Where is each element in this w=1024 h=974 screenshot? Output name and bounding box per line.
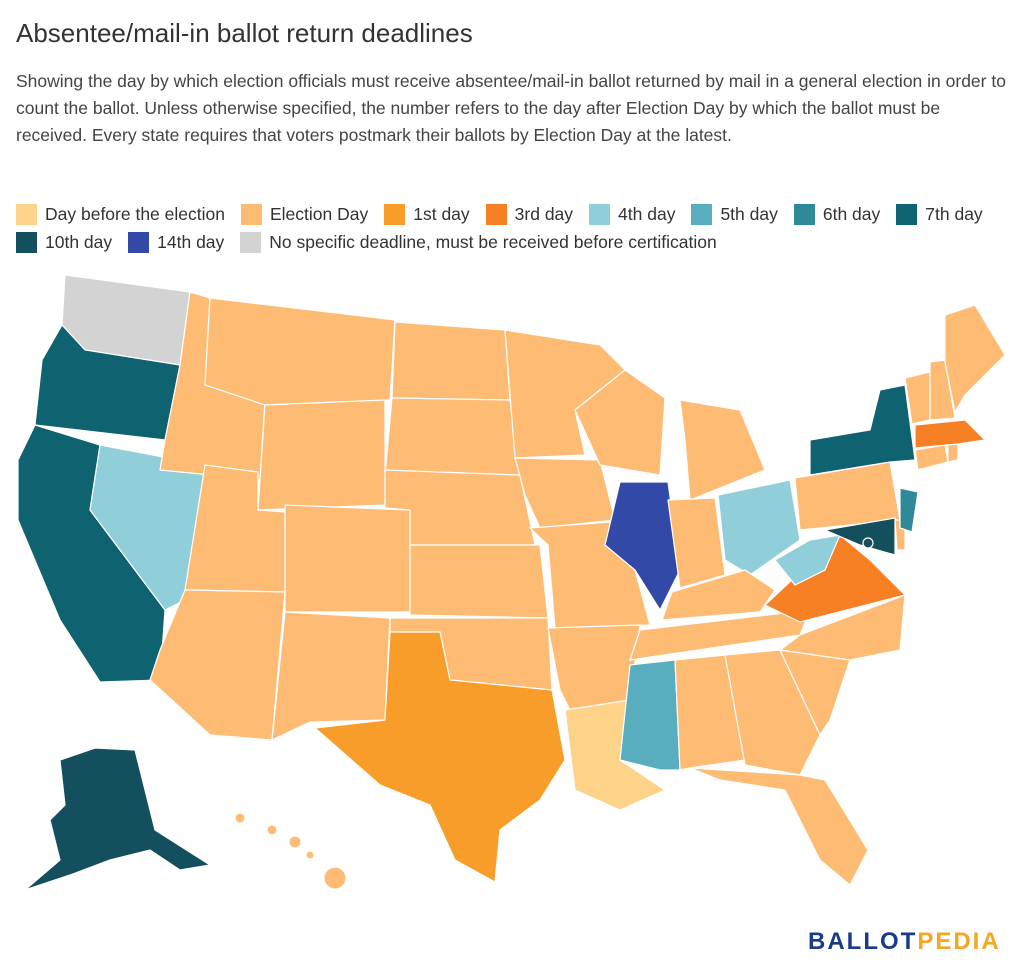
- legend-item-election-day: Election Day: [240, 200, 369, 228]
- legend-row: Day before the election Election Day 1st…: [16, 200, 1006, 256]
- state-ms[interactable]: [619, 659, 681, 771]
- legend-label: Day before the election: [45, 203, 225, 224]
- legend-item-1st-day: 1st day: [384, 200, 470, 228]
- legend-swatch: [691, 203, 713, 225]
- state-wy[interactable]: [257, 399, 386, 511]
- ballotpedia-logo: BALLOTPEDIA: [808, 928, 1001, 956]
- legend-swatch: [384, 203, 406, 225]
- legend-label: 14th day: [157, 231, 225, 252]
- legend: Day before the election Election Day 1st…: [16, 200, 1006, 256]
- state-ak[interactable]: [24, 747, 212, 891]
- legend-swatch: [16, 203, 37, 225]
- state-ga[interactable]: [724, 649, 821, 776]
- legend-label: 7th day: [925, 203, 983, 224]
- state-nh[interactable]: [929, 359, 956, 421]
- chart-subtitle: Showing the day by which election offici…: [16, 71, 1006, 145]
- state-wi[interactable]: [574, 369, 666, 476]
- legend-item-3rd-day: 3rd day: [485, 200, 574, 228]
- chart-title: Absentee/mail-in ballot return deadlines: [16, 18, 473, 48]
- legend-item-4th-day: 4th day: [589, 200, 675, 228]
- legend-label: 10th day: [45, 231, 113, 252]
- state-nj[interactable]: [899, 487, 919, 533]
- state-co[interactable]: [284, 504, 411, 613]
- state-ri[interactable]: [947, 443, 959, 463]
- legend-swatch: [485, 203, 507, 225]
- state-oh[interactable]: [717, 479, 801, 576]
- state-ky[interactable]: [661, 569, 776, 621]
- legend-swatch: [240, 203, 262, 225]
- legend-label: 1st day: [413, 203, 470, 224]
- state-in[interactable]: [667, 497, 726, 589]
- state-sd[interactable]: [384, 397, 521, 481]
- state-md[interactable]: [822, 517, 896, 556]
- state-mt[interactable]: [204, 297, 396, 406]
- state-il[interactable]: [604, 481, 681, 612]
- state-hi[interactable]: [234, 812, 347, 890]
- state-ny[interactable]: [809, 384, 916, 476]
- state-ma[interactable]: [914, 419, 987, 449]
- legend-swatch: [128, 231, 150, 253]
- state-ct[interactable]: [914, 444, 949, 471]
- state-mi[interactable]: [679, 399, 766, 501]
- legend-swatch: [589, 203, 611, 225]
- legend-label: 3rd day: [514, 203, 574, 224]
- legend-label: 6th day: [822, 203, 881, 224]
- legend-swatch: [896, 203, 918, 225]
- state-tx[interactable]: [313, 631, 566, 883]
- state-nc[interactable]: [778, 594, 906, 661]
- legend-label: 5th day: [720, 203, 778, 224]
- state-ks[interactable]: [409, 544, 549, 619]
- state-az[interactable]: [149, 589, 286, 741]
- legend-item-no-deadline: No specific deadline, must be received b…: [240, 228, 717, 256]
- state-me[interactable]: [944, 304, 1006, 414]
- legend-item-14th-day: 14th day: [128, 228, 224, 256]
- legend-label: Election Day: [269, 203, 369, 224]
- state-dc[interactable]: [862, 537, 874, 549]
- legend-item-10th-day: 10th day: [16, 228, 112, 256]
- logo-part-2: PEDIA: [917, 928, 1001, 955]
- legend-item-7th-day: 7th day: [896, 200, 983, 228]
- legend-item-6th-day: 6th day: [793, 200, 881, 228]
- state-nd[interactable]: [391, 321, 511, 401]
- state-ia[interactable]: [514, 457, 616, 529]
- legend-label: No specific deadline, must be received b…: [269, 231, 717, 252]
- state-fl[interactable]: [689, 767, 869, 886]
- state-nm[interactable]: [271, 611, 391, 741]
- legend-swatch: [793, 203, 815, 225]
- legend-swatch: [240, 231, 262, 253]
- legend-item-day-before: Day before the election: [16, 200, 225, 228]
- logo-part-1: BALLOT: [808, 928, 918, 955]
- state-al[interactable]: [674, 654, 746, 771]
- state-wv[interactable]: [774, 534, 841, 586]
- legend-swatch: [16, 231, 37, 253]
- us-map: [17, 274, 1006, 891]
- legend-label: 4th day: [618, 203, 676, 224]
- legend-item-5th-day: 5th day: [691, 200, 778, 228]
